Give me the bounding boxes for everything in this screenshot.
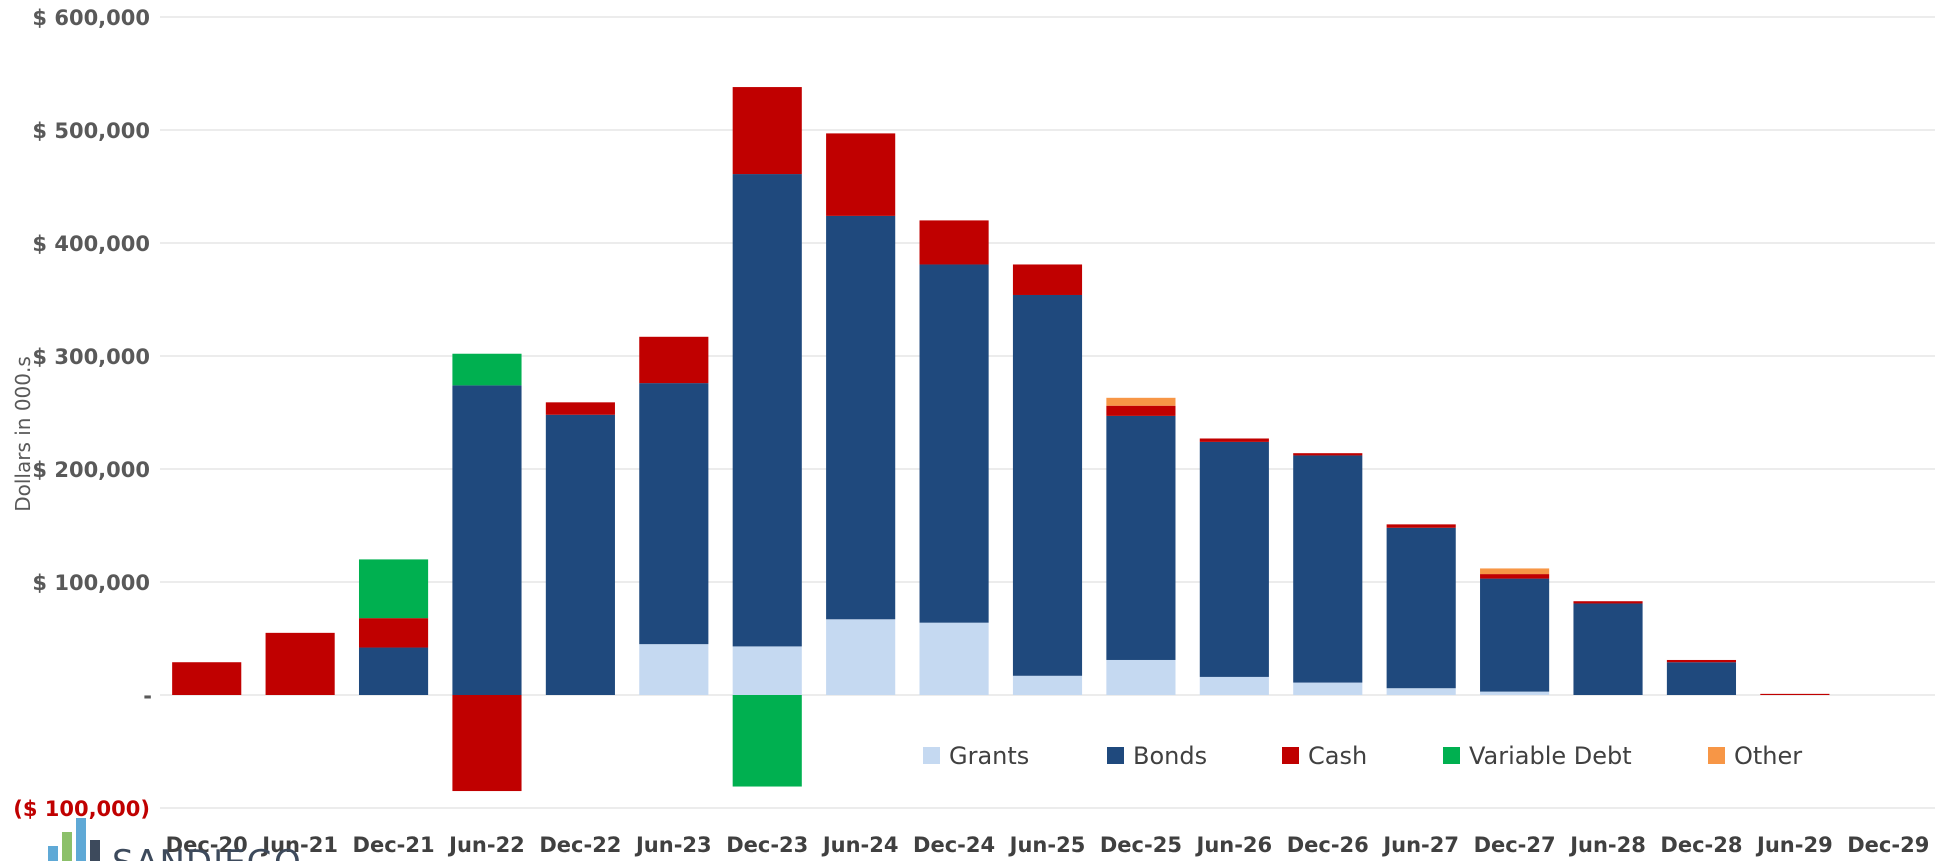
- bars: [172, 87, 1830, 792]
- bar-cash: [639, 336, 709, 384]
- x-tick-label: Dec-21: [353, 833, 435, 857]
- x-tick-label: Dec-26: [1287, 833, 1369, 857]
- bar-grants: [826, 619, 896, 695]
- x-tick-label: Dec-29: [1847, 833, 1929, 857]
- x-tick-label: Dec-28: [1660, 833, 1742, 857]
- bar-cash: [1199, 438, 1269, 442]
- y-tick-label: $ 500,000: [32, 119, 150, 143]
- y-axis: $ 600,000 $ 500,000 $ 400,000 $ 300,000 $ 20…: [13, 6, 152, 821]
- bar-cash: [452, 695, 522, 792]
- bar-grants: [1199, 676, 1269, 695]
- x-tick-label: Dec-25: [1100, 833, 1182, 857]
- bar-cash: [1012, 264, 1083, 295]
- legend: Grants Bonds Cash Variable Debt Other: [923, 742, 1802, 770]
- legend-swatch: [1708, 747, 1725, 764]
- bar-bonds: [358, 647, 429, 695]
- x-tick-label: Jun-23: [634, 833, 712, 857]
- bar-cash: [1480, 574, 1550, 579]
- x-tick-label: Dec-20: [166, 833, 248, 857]
- bar-variable-debt: [358, 559, 429, 619]
- y-tick-label: ($ 100,000): [13, 797, 150, 821]
- bar-bonds: [1386, 527, 1456, 689]
- logo-mark-icon: [48, 818, 100, 861]
- y-tick-label: $ 300,000: [32, 345, 150, 369]
- bar-grants: [1012, 675, 1083, 695]
- bar-grants: [639, 644, 709, 695]
- bar-cash: [172, 662, 242, 695]
- bar-grants: [1293, 682, 1363, 695]
- bar-cash: [358, 618, 429, 648]
- bar-other: [1480, 568, 1550, 575]
- legend-label: Variable Debt: [1469, 742, 1632, 770]
- bar-cash: [1386, 524, 1456, 528]
- bar-grants: [1106, 659, 1176, 695]
- bar-bonds: [1293, 455, 1363, 683]
- x-tick-label: Dec-27: [1474, 833, 1556, 857]
- legend-label: Grants: [949, 742, 1029, 770]
- bar-bonds: [1573, 603, 1643, 695]
- bar-cash: [732, 87, 802, 175]
- bar-cash: [545, 402, 615, 415]
- x-tick-label: Jun-22: [447, 833, 525, 857]
- x-tick-label: Dec-22: [539, 833, 621, 857]
- y-tick-label: $ 200,000: [32, 458, 150, 482]
- legend-swatch: [1443, 747, 1460, 764]
- bar-cash: [1293, 453, 1363, 456]
- legend-label: Bonds: [1133, 742, 1207, 770]
- bar-bonds: [826, 215, 896, 620]
- bar-bonds: [732, 174, 802, 647]
- bar-bonds: [919, 264, 989, 623]
- y-tick-label: $ 100,000: [32, 571, 150, 595]
- bar-cash: [1573, 601, 1643, 604]
- x-tick-label: Jun-26: [1195, 833, 1273, 857]
- legend-label: Cash: [1308, 742, 1367, 770]
- x-tick-label: Jun-24: [821, 833, 899, 857]
- bar-bonds: [452, 385, 522, 695]
- legend-label: Other: [1734, 742, 1802, 770]
- x-axis: Dec-20 Jun-21 Dec-21 Jun-22 Dec-22 Jun-23 Dec-…: [166, 833, 1930, 857]
- x-tick-label: Jun-25: [1008, 833, 1086, 857]
- bar-bonds: [1480, 578, 1550, 692]
- bar-other: [1106, 397, 1176, 406]
- bar-cash: [1666, 659, 1737, 663]
- x-tick-label: Dec-23: [726, 833, 808, 857]
- bar-bonds: [639, 383, 709, 645]
- logo-text: SANDIEGO: [112, 843, 302, 861]
- bar-grants: [1480, 691, 1550, 695]
- bar-cash: [1760, 693, 1830, 695]
- bar-grants: [919, 622, 989, 695]
- bar-bonds: [545, 414, 615, 695]
- legend-swatch: [1282, 747, 1299, 764]
- bar-bonds: [1012, 294, 1083, 676]
- bar-bonds: [1666, 662, 1737, 695]
- x-tick-label: Jun-28: [1568, 833, 1646, 857]
- bar-variable-debt: [452, 353, 522, 386]
- bar-grants: [1386, 688, 1456, 695]
- legend-swatch: [1107, 747, 1124, 764]
- logo: SANDIEGO: [48, 818, 302, 861]
- bar-variable-debt: [732, 695, 802, 787]
- y-tick-label: $ 600,000: [32, 6, 150, 30]
- y-tick-label: -: [143, 684, 152, 708]
- bar-cash: [826, 133, 896, 216]
- x-tick-label: Jun-29: [1755, 833, 1833, 857]
- bar-cash: [1106, 405, 1176, 416]
- legend-swatch: [923, 747, 940, 764]
- bar-bonds: [1106, 415, 1176, 660]
- bar-grants: [732, 646, 802, 695]
- x-tick-label: Jun-27: [1381, 833, 1459, 857]
- x-tick-label: Dec-24: [913, 833, 995, 857]
- y-axis-label: Dollars in 000.s: [11, 356, 35, 512]
- bar-cash: [265, 632, 335, 695]
- y-tick-label: $ 400,000: [32, 232, 150, 256]
- bar-bonds: [1199, 441, 1269, 677]
- bar-cash: [919, 220, 989, 265]
- x-tick-label: Jun-21: [260, 833, 338, 857]
